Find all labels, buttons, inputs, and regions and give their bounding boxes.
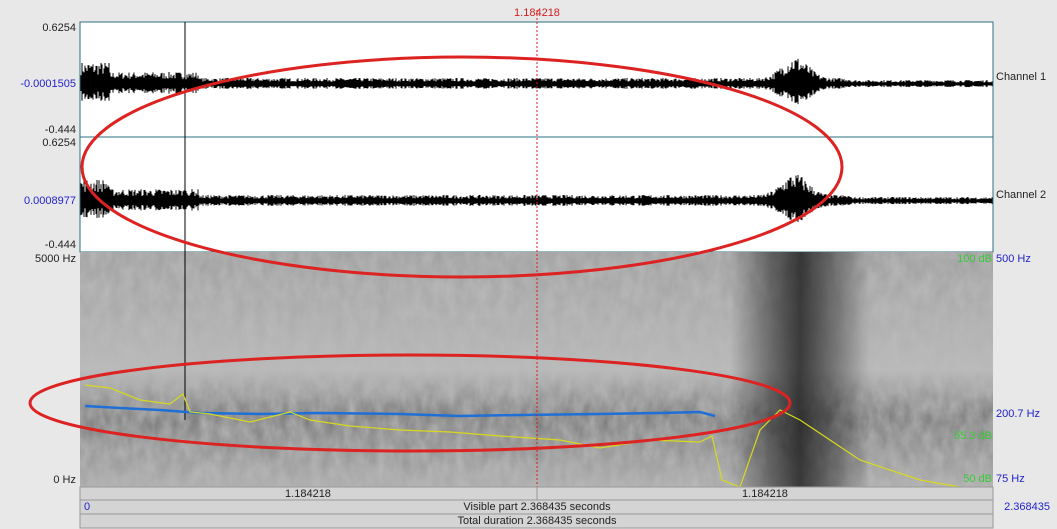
pitch-cursor: 200.7 Hz — [996, 408, 1040, 420]
total-duration: Total duration 2.368435 seconds — [457, 515, 617, 527]
visible-part: Visible part 2.368435 seconds — [463, 501, 611, 513]
time-end: 2.368435 — [1004, 501, 1050, 513]
amp-max: 0.6254 — [42, 22, 76, 34]
time-label: 1.184218 — [742, 488, 788, 500]
praat-window: 1.184218 0.6254 -0.0001505 -0.444 Channe… — [0, 0, 1057, 529]
pitch-min: 75 Hz — [996, 473, 1025, 485]
time-label: 1.184218 — [285, 488, 331, 500]
amp-mid: 0.0008977 — [24, 195, 76, 207]
freq-min: 0 Hz — [53, 474, 76, 486]
db-cursor: 55.3 dB — [954, 430, 992, 442]
cursor-time: 1.184218 — [514, 7, 560, 19]
amp-min: -0.444 — [45, 124, 76, 136]
pitch-max: 500 Hz — [996, 253, 1031, 265]
freq-max: 5000 Hz — [35, 253, 76, 265]
amp-max: 0.6254 — [42, 137, 76, 149]
db-max: 100 dB — [957, 253, 992, 265]
amp-min: -0.444 — [45, 239, 76, 251]
time-start: 0 — [84, 501, 90, 513]
db-min: 50 dB — [963, 473, 992, 485]
spectrogram-burst — [730, 252, 870, 487]
amp-mid: -0.0001505 — [20, 78, 76, 90]
channel-name: Channel 1 — [996, 71, 1046, 83]
channel-name: Channel 2 — [996, 189, 1046, 201]
